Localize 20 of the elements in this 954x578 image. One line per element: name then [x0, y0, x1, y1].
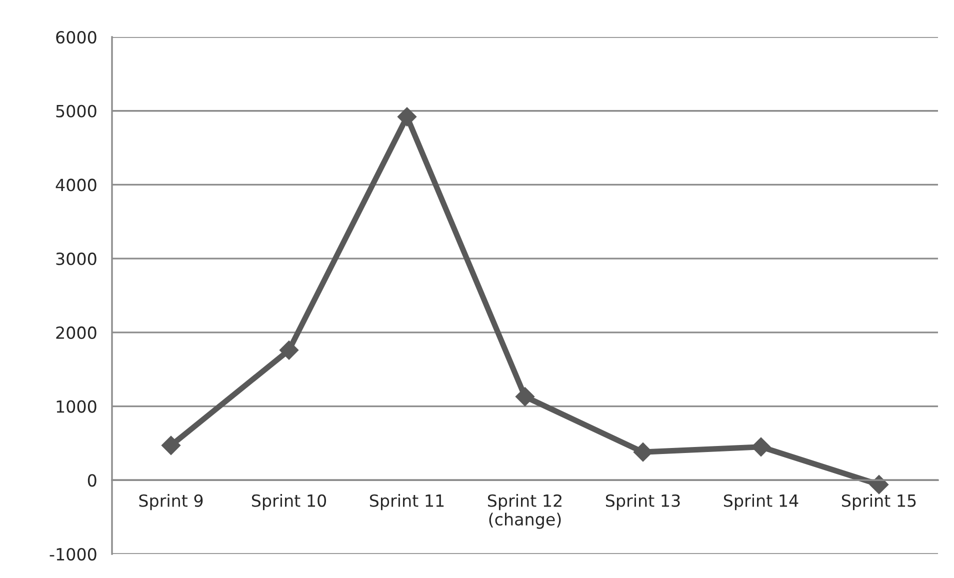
y-tick-label: -1000	[50, 548, 96, 561]
point	[279, 340, 299, 360]
point	[515, 386, 535, 407]
y-tick-label: 0	[88, 474, 96, 487]
x-tick-label: Sprint 9	[139, 494, 203, 510]
point	[869, 474, 889, 494]
y-tick-label: 3000	[56, 252, 96, 266]
point	[161, 436, 181, 456]
y-tick-label: 5000	[56, 104, 96, 118]
y-tick-label: 1000	[56, 400, 96, 413]
x-tick-label: Sprint 14	[724, 494, 798, 510]
y-tick-label: 6000	[56, 30, 96, 44]
y-tick-label: 2000	[56, 326, 96, 339]
point	[397, 106, 417, 127]
x-tick-label: Sprint 11	[370, 494, 444, 510]
x-tick-label: Sprint 13	[606, 494, 680, 510]
x-tick-label: Sprint 10	[252, 494, 326, 510]
x-tick-label: Sprint 15	[842, 494, 916, 510]
x-tick-label: Sprint 12 (change)	[488, 494, 562, 529]
y-tick-label: 4000	[56, 178, 96, 192]
